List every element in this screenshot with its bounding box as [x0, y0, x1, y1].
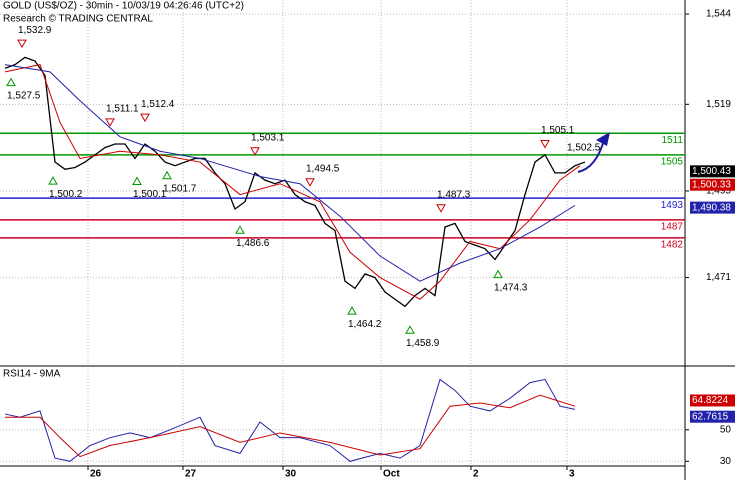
high-marker	[17, 39, 27, 49]
x-tick-label: 3	[569, 469, 575, 480]
high-marker	[250, 147, 260, 156]
high-label: 1,503.1	[251, 132, 285, 143]
price-marker-label: 1,500.43	[692, 166, 731, 177]
x-tick-label: 26	[90, 469, 102, 480]
low-label: 1,501.7	[163, 183, 197, 194]
y-tick-label: 1,495	[706, 186, 731, 197]
price-marker-label: 1,490.38	[692, 202, 731, 213]
low-marker	[405, 325, 415, 334]
level-label: 1482	[661, 240, 684, 251]
x-tick-label: 30	[285, 469, 297, 480]
low-marker	[162, 170, 172, 180]
price-marker	[690, 410, 735, 423]
low-label: 1,500.1	[133, 189, 167, 200]
high-marker	[105, 118, 115, 127]
y-tick-label: 50	[720, 424, 732, 435]
series-line	[4, 378, 576, 462]
low-marker	[235, 225, 245, 234]
series-line	[5, 394, 576, 458]
series-line	[4, 64, 576, 282]
high-marker	[436, 204, 446, 213]
low-marker	[6, 77, 16, 87]
low-label: 1,500.2	[49, 189, 83, 200]
low-label: 1,464.2	[348, 319, 382, 330]
high-marker	[140, 113, 150, 123]
low-marker	[347, 306, 357, 315]
low-marker	[48, 176, 58, 185]
y-tick-label: 1,471	[706, 272, 731, 283]
price-marker	[690, 178, 735, 191]
price-marker	[690, 394, 735, 407]
target-arrowhead	[596, 132, 610, 146]
high-label: 1,532.9	[18, 25, 52, 36]
x-tick-label: 27	[185, 469, 197, 480]
low-label: 1,527.5	[7, 90, 41, 101]
high-marker	[540, 139, 550, 149]
level-label: 1505	[661, 156, 684, 167]
high-label: 1,487.3	[437, 189, 471, 200]
high-label: 1,511.1	[106, 103, 139, 114]
level-label: 1487	[661, 221, 684, 232]
price-marker-label: 62.7615	[692, 411, 729, 422]
chart-subtitle: Research © TRADING CENTRAL	[3, 14, 153, 25]
price-marker	[690, 165, 735, 178]
low-marker	[493, 269, 503, 279]
level-label: 1493	[661, 200, 684, 211]
price-marker	[690, 201, 735, 214]
price-marker-label: 1,500.33	[692, 179, 731, 190]
high-label: 1,505.1	[541, 125, 575, 136]
y-tick-label: 1,519	[706, 99, 731, 110]
x-tick-label: Oct	[383, 469, 400, 480]
series-line	[4, 56, 586, 308]
level-label: 1511	[661, 135, 683, 146]
chart-title: GOLD (US$/OZ) - 30min - 10/03/19 04:26:4…	[3, 1, 244, 12]
high-marker	[305, 178, 315, 187]
y-tick-label: 1,544	[706, 9, 731, 20]
low-label: 1,486.6	[236, 238, 270, 249]
low-label: 1,458.9	[406, 338, 440, 349]
target-label: 1,502.5	[567, 143, 601, 154]
high-label: 1,494.5	[306, 163, 340, 174]
low-label: 1,474.3	[494, 282, 528, 293]
price-marker-label: 64.8224	[692, 395, 729, 406]
target-arrow	[577, 139, 605, 173]
high-label: 1,512.4	[141, 99, 175, 110]
y-tick-label: 30	[720, 456, 732, 467]
low-marker	[132, 176, 142, 186]
panel-title: RSI14 - 9MA	[3, 369, 61, 380]
x-tick-label: 2	[473, 469, 479, 480]
